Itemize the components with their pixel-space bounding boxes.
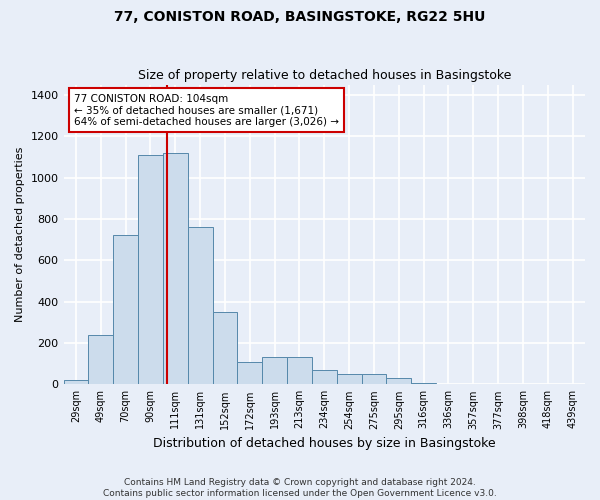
Bar [238, 362, 262, 384]
Text: 77 CONISTON ROAD: 104sqm
← 35% of detached houses are smaller (1,671)
64% of sem: 77 CONISTON ROAD: 104sqm ← 35% of detach… [74, 94, 339, 126]
Text: Contains HM Land Registry data © Crown copyright and database right 2024.
Contai: Contains HM Land Registry data © Crown c… [103, 478, 497, 498]
Bar [362, 374, 386, 384]
Bar [262, 358, 287, 384]
Bar [113, 236, 138, 384]
Bar [64, 380, 88, 384]
Text: 77, CONISTON ROAD, BASINGSTOKE, RG22 5HU: 77, CONISTON ROAD, BASINGSTOKE, RG22 5HU [115, 10, 485, 24]
Bar [138, 155, 163, 384]
Bar [212, 312, 238, 384]
Title: Size of property relative to detached houses in Basingstoke: Size of property relative to detached ho… [137, 69, 511, 82]
Bar [312, 370, 337, 384]
Bar [188, 227, 212, 384]
Y-axis label: Number of detached properties: Number of detached properties [15, 146, 25, 322]
X-axis label: Distribution of detached houses by size in Basingstoke: Distribution of detached houses by size … [153, 437, 496, 450]
Bar [88, 334, 113, 384]
Bar [386, 378, 411, 384]
Bar [163, 153, 188, 384]
Bar [287, 358, 312, 384]
Bar [337, 374, 362, 384]
